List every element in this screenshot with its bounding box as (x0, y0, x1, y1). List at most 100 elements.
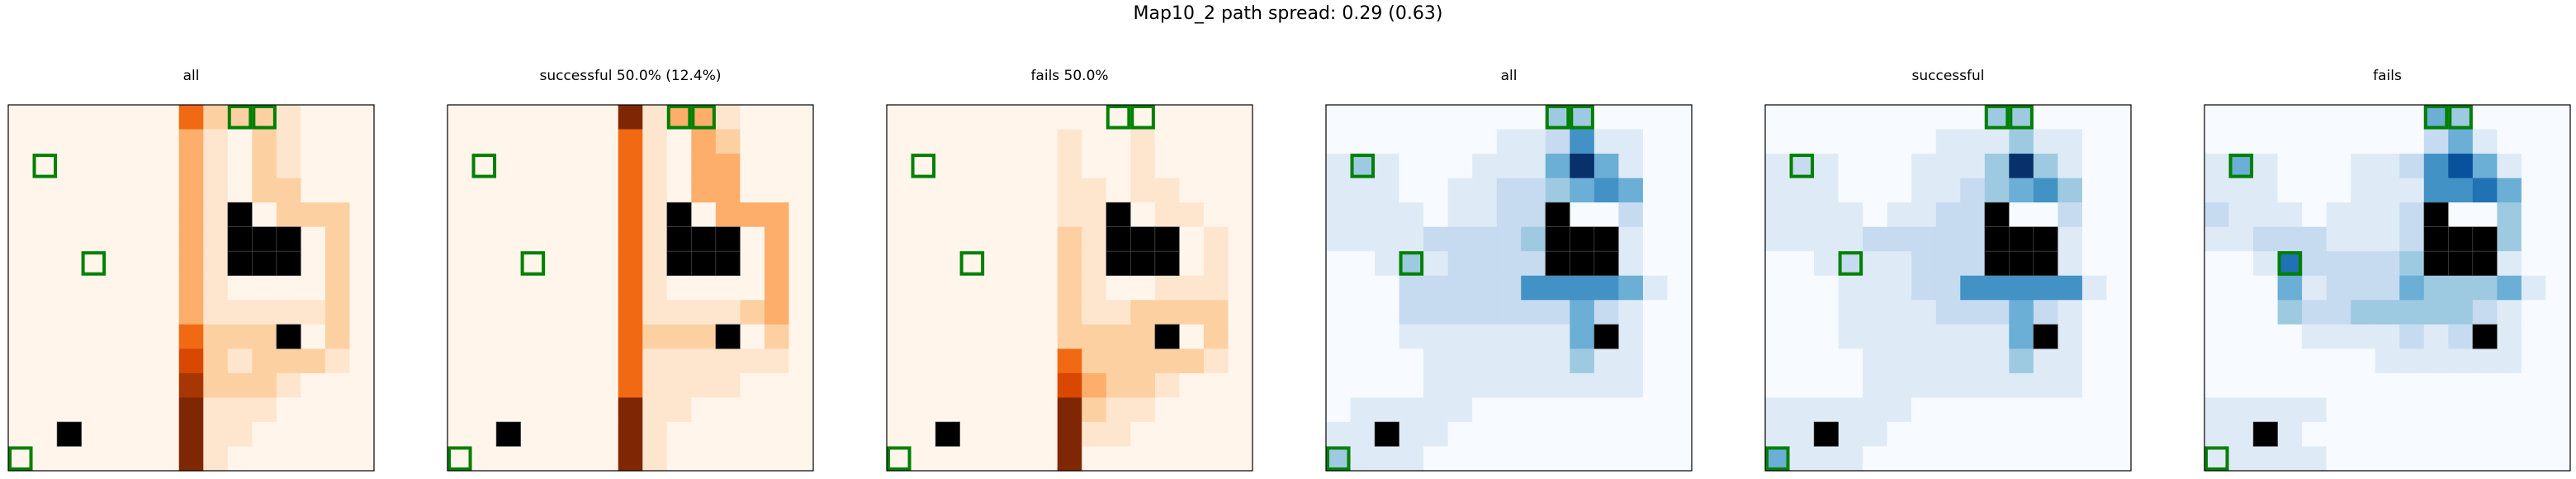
heatmap-cell (2253, 226, 2279, 252)
heatmap-cell (520, 300, 546, 325)
heatmap-cell (1082, 421, 1107, 448)
heatmap-cell (1008, 300, 1034, 325)
heatmap-cell (2204, 178, 2230, 203)
heatmap-cell (984, 372, 1010, 398)
heatmap-cell (496, 324, 522, 349)
heatmap-cell (154, 275, 180, 301)
heatmap-cell (349, 226, 375, 252)
heatmap-cell (471, 397, 497, 423)
heatmap-cell (276, 300, 301, 325)
heatmap-cell (496, 178, 522, 203)
heatmap-cell (1203, 105, 1229, 130)
heatmap-cell (2228, 226, 2254, 252)
heatmap-cell (984, 154, 1010, 179)
heatmap-cell (1154, 202, 1180, 228)
heatmap-cell (2448, 324, 2474, 349)
heatmap-cell (1642, 251, 1669, 277)
obstacle-cell (1984, 226, 2010, 252)
heatmap-cell (618, 105, 643, 130)
heatmap-cell (1667, 446, 1693, 472)
heatmap-cell (666, 105, 692, 130)
heatmap-cell (545, 421, 571, 448)
heatmap-cell (227, 129, 253, 154)
heatmap-cell (203, 226, 229, 252)
heatmap-cell (618, 202, 643, 228)
heatmap-cell (2521, 275, 2547, 301)
heatmap-cell (935, 226, 961, 252)
heatmap-cell (1033, 178, 1058, 203)
heatmap-cell (154, 154, 180, 179)
heatmap-cell (324, 397, 351, 423)
heatmap-cell (178, 446, 204, 472)
heatmap-cell (1911, 421, 1937, 448)
heatmap-cell (642, 251, 668, 277)
heatmap-cell (715, 105, 741, 130)
heatmap-cell (447, 372, 473, 398)
heatmap-cell (301, 202, 326, 228)
heatmap-cell (81, 421, 107, 448)
heatmap-cell (1082, 251, 1107, 277)
heatmap-cell (349, 154, 375, 179)
heatmap-cell (1154, 421, 1180, 448)
heatmap-cell (1228, 324, 1253, 349)
heatmap-cell (154, 397, 180, 423)
heatmap-cell (1911, 129, 1937, 154)
heatmap-cell (2423, 129, 2449, 154)
heatmap-cell (1326, 446, 1352, 472)
heatmap-cell (1667, 372, 1693, 398)
heatmap-cell (301, 251, 326, 277)
heatmap-cell (1765, 372, 1791, 398)
heatmap-cell (1887, 324, 1912, 349)
heatmap-cell (1179, 349, 1205, 374)
heatmap-cell (301, 324, 326, 349)
heatmap-cell (740, 275, 765, 301)
heatmap-cell (911, 226, 936, 252)
heatmap-cell (618, 324, 643, 349)
heatmap-cell (2497, 178, 2522, 203)
heatmap-cell (2106, 372, 2132, 398)
heatmap-cell (2351, 421, 2376, 448)
heatmap-cell (594, 372, 619, 398)
heatmap-cell (520, 275, 546, 301)
heatmap-cell (349, 397, 375, 423)
heatmap-cell (8, 349, 34, 374)
heatmap-cell (1326, 300, 1352, 325)
heatmap-cell (887, 300, 912, 325)
heatmap-cell (935, 372, 961, 398)
heatmap-cell (324, 372, 351, 398)
obstacle-cell (252, 226, 277, 252)
heatmap-cell (1593, 372, 1619, 398)
obstacle-cell (1545, 250, 1570, 277)
heatmap-cell (1496, 154, 1522, 179)
heatmap-cell (2375, 251, 2400, 277)
heatmap-cell (1033, 372, 1058, 398)
heatmap-cell (2399, 446, 2425, 472)
heatmap-cell (1496, 251, 1522, 277)
heatmap-cell (1667, 397, 1693, 423)
heatmap-cell (252, 397, 277, 423)
heatmap-cell (520, 202, 546, 228)
heatmap-cell (1911, 226, 1937, 252)
heatmap-cell (715, 349, 741, 374)
heatmap-cell (447, 129, 473, 154)
heatmap-cell (764, 202, 790, 228)
heatmap-cell (178, 202, 204, 228)
heatmap-cell (1521, 226, 1546, 252)
heatmap-cell (887, 251, 912, 277)
heatmap-cell (1863, 129, 1888, 154)
heatmap-cell (1618, 251, 1644, 277)
heatmap-cell (2521, 372, 2547, 398)
heatmap-cell (1082, 349, 1107, 374)
heatmap-cell (1399, 129, 1424, 154)
heatmap-cell (1082, 105, 1107, 130)
heatmap-cell (642, 202, 668, 228)
heatmap-cell (1130, 275, 1156, 301)
heatmap-cell (1472, 202, 1498, 228)
heatmap-cell (1911, 178, 1937, 203)
heatmap-panel-1: all (7, 68, 375, 472)
heatmap-cell (1008, 446, 1034, 472)
heatmap-cell (1203, 446, 1229, 472)
heatmap-cell (1863, 251, 1888, 277)
heatmap-cell (1887, 446, 1912, 472)
heatmap-cell (1838, 349, 1863, 374)
